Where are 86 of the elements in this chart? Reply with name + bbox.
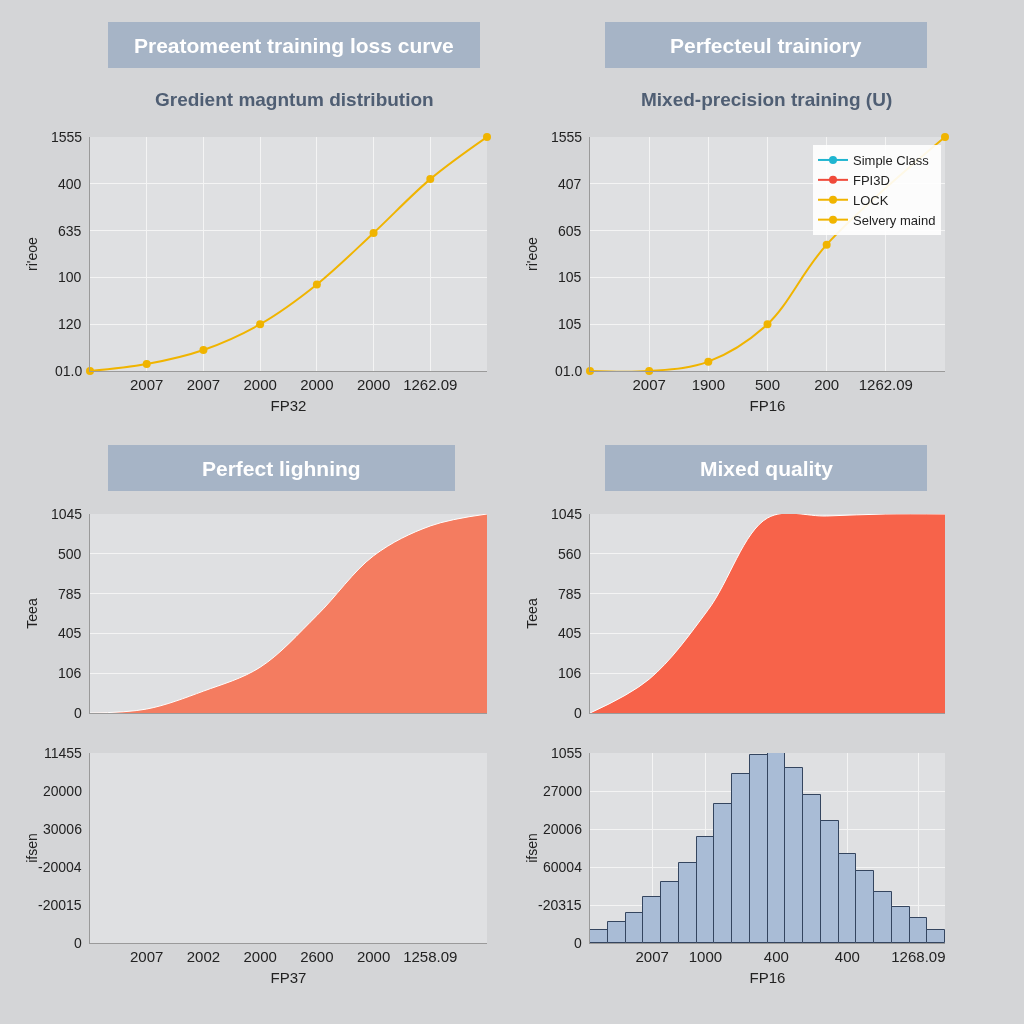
text: 1045	[551, 506, 583, 522]
text: 605	[558, 223, 582, 239]
x-tick-label: 2000	[356, 376, 391, 393]
x-tick-label: 400	[834, 948, 860, 965]
text: 1045	[51, 506, 83, 522]
text: 01.0	[55, 363, 83, 379]
text: 11455	[44, 745, 83, 761]
point	[941, 133, 949, 141]
x-tick-label: 2007	[635, 948, 669, 965]
x-tick-label: 2000	[243, 376, 277, 393]
chart-title: Perfecteul trainiory	[670, 34, 862, 57]
text: 106	[58, 665, 82, 681]
text: 0	[74, 935, 82, 951]
point	[763, 320, 772, 329]
legend-label: LOCK	[853, 192, 889, 208]
text: -20004	[38, 859, 82, 875]
text: 100	[58, 269, 82, 285]
x-tick-label: 1262.09	[858, 376, 913, 393]
text: 01.0	[555, 363, 583, 379]
x-tick-label: 2000	[300, 376, 334, 393]
text: 0	[74, 705, 82, 721]
text: 1555	[551, 129, 583, 145]
text: 400	[58, 176, 82, 192]
text: 60004	[543, 859, 583, 875]
text: 635	[58, 223, 82, 239]
point	[199, 345, 208, 354]
x-tick-label: 1268.09	[891, 948, 946, 965]
text: 27000	[543, 783, 583, 799]
chart-title: Mixed quality	[700, 457, 834, 480]
point	[822, 240, 831, 249]
text: 405	[58, 625, 82, 641]
x-axis-title: FP16	[749, 397, 786, 414]
text: -20315	[538, 897, 582, 913]
x-tick-label: 500	[754, 376, 781, 393]
text: 20006	[543, 821, 583, 837]
text: ifsen	[23, 833, 40, 863]
text: 120	[58, 316, 82, 332]
text: 560	[558, 546, 582, 562]
point	[256, 320, 265, 329]
text: 30006	[43, 821, 83, 837]
x-tick-label: 1900	[691, 376, 726, 393]
text: 785	[58, 586, 82, 602]
x-axis-title: FP16	[749, 969, 786, 986]
y-axis-title: Teea	[523, 598, 540, 629]
text: -20015	[38, 897, 82, 913]
category-label: 2002	[186, 948, 221, 965]
chart-title: Preatomeent training loss curve	[134, 34, 454, 57]
text: 0	[574, 705, 582, 721]
x-tick-label: 2007	[130, 376, 164, 393]
x-tick-label: 200	[814, 376, 840, 393]
y-axis-title: ri'eoe	[523, 236, 540, 271]
text: 106	[558, 665, 582, 681]
y-axis-title: ifsen	[523, 833, 540, 863]
text: 105	[558, 316, 582, 332]
point	[312, 280, 321, 289]
x-tick-label: 2007	[186, 376, 221, 393]
point	[369, 228, 378, 237]
point	[142, 359, 151, 368]
x-tick-label: 1262.09	[403, 376, 458, 393]
text: 405	[558, 625, 582, 641]
legend-label: Simple Class	[853, 153, 930, 169]
text: 500	[58, 546, 82, 562]
text: 407	[558, 176, 582, 192]
legend-label: FPI3D	[853, 172, 890, 188]
text: 0	[574, 935, 582, 951]
text: 1555	[51, 129, 83, 145]
point	[704, 357, 713, 366]
text: 105	[558, 269, 582, 285]
x-tick-label: 1000	[688, 948, 723, 965]
x-axis-title: FP32	[270, 397, 307, 414]
text: 1055	[551, 745, 583, 761]
legend-label: Selvery maind	[853, 212, 936, 228]
category-label: 2600	[300, 948, 334, 965]
x-tick-label: 2007	[632, 376, 666, 393]
chart-subtitle: Mixed-precision training (U)	[641, 89, 893, 110]
text: 785	[558, 586, 582, 602]
category-label: 1258.09	[403, 948, 458, 965]
x-tick-label: 400	[763, 948, 789, 965]
point	[483, 133, 491, 141]
chart-subtitle: Gredient magntum distribution	[155, 89, 434, 110]
text: FP37	[270, 969, 307, 986]
chart-title: Perfect lighning	[202, 457, 361, 480]
text: 20000	[43, 783, 83, 799]
point	[426, 175, 435, 184]
y-axis-title: Teea	[23, 598, 40, 629]
y-axis-title: ri'eoe	[23, 236, 40, 271]
